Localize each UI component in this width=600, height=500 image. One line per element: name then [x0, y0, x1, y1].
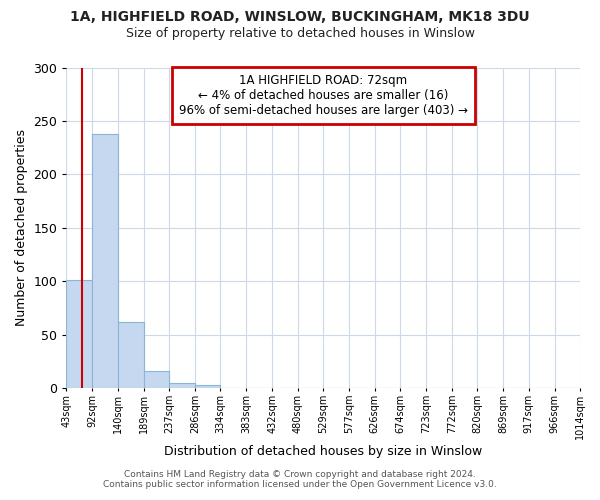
Text: 1A, HIGHFIELD ROAD, WINSLOW, BUCKINGHAM, MK18 3DU: 1A, HIGHFIELD ROAD, WINSLOW, BUCKINGHAM,… [70, 10, 530, 24]
Y-axis label: Number of detached properties: Number of detached properties [15, 130, 28, 326]
X-axis label: Distribution of detached houses by size in Winslow: Distribution of detached houses by size … [164, 444, 482, 458]
Text: 1A HIGHFIELD ROAD: 72sqm
← 4% of detached houses are smaller (16)
96% of semi-de: 1A HIGHFIELD ROAD: 72sqm ← 4% of detache… [179, 74, 468, 117]
Text: Size of property relative to detached houses in Winslow: Size of property relative to detached ho… [125, 28, 475, 40]
Bar [92, 134, 118, 388]
Bar [67, 280, 92, 388]
Bar [143, 371, 169, 388]
Bar [118, 322, 143, 388]
Bar [195, 385, 220, 388]
Text: Contains HM Land Registry data © Crown copyright and database right 2024.
Contai: Contains HM Land Registry data © Crown c… [103, 470, 497, 489]
Bar [169, 383, 195, 388]
